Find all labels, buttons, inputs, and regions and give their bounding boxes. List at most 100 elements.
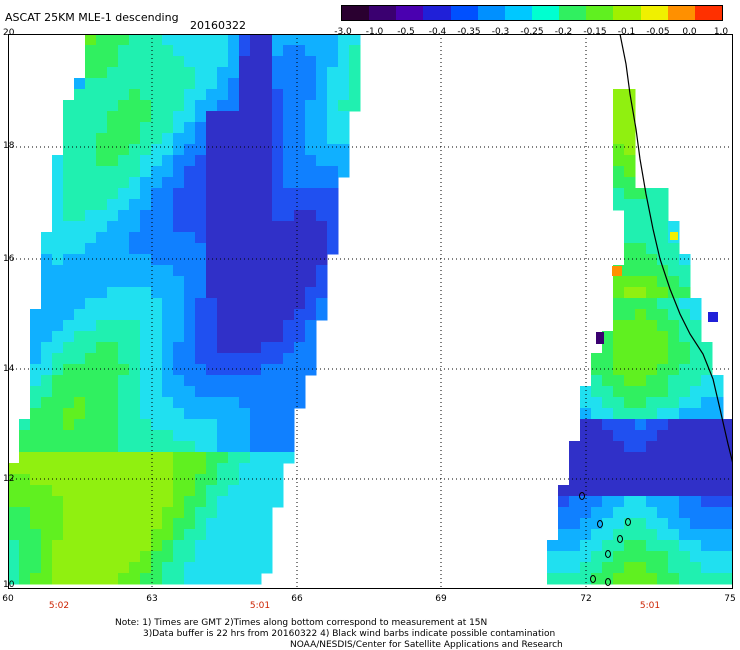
wind-cell <box>30 430 42 442</box>
wind-cell <box>173 474 185 486</box>
wind-cell <box>261 342 273 354</box>
wind-cell <box>162 276 174 288</box>
wind-cell <box>85 573 97 585</box>
wind-cell <box>272 56 284 68</box>
wind-cell <box>74 232 86 244</box>
wind-cell <box>162 463 174 475</box>
wind-cell <box>228 34 240 46</box>
wind-cell <box>613 89 625 101</box>
wind-cell <box>173 518 185 530</box>
wind-cell <box>151 507 163 519</box>
wind-cell <box>63 122 75 134</box>
wind-cell <box>118 276 130 288</box>
wind-cell <box>569 562 581 574</box>
wind-cell <box>283 287 295 299</box>
wind-cell <box>184 287 196 299</box>
wind-cell <box>602 562 614 574</box>
wind-cell <box>107 298 119 310</box>
wind-cell <box>635 441 647 453</box>
wind-cell <box>162 540 174 552</box>
wind-cell <box>294 331 306 343</box>
wind-cell <box>613 386 625 398</box>
wind-cell <box>327 67 339 79</box>
wind-cell <box>151 56 163 68</box>
wind-cell <box>250 507 262 519</box>
wind-cell <box>52 320 64 332</box>
wind-cell <box>96 188 108 200</box>
wind-cell <box>613 199 625 211</box>
wind-cell <box>294 133 306 145</box>
wind-cell <box>173 430 185 442</box>
wind-cell <box>723 507 733 519</box>
wind-cell <box>195 166 207 178</box>
wind-cell <box>206 540 218 552</box>
wind-cell <box>338 122 350 134</box>
wind-cell <box>569 518 581 530</box>
wind-cell <box>217 474 229 486</box>
wind-cell <box>712 386 724 398</box>
wind-cell <box>173 133 185 145</box>
wind-cell <box>195 188 207 200</box>
wind-cell <box>668 353 680 365</box>
wind-cell <box>96 78 108 90</box>
wind-cell <box>283 188 295 200</box>
wind-cell <box>316 243 328 255</box>
wind-cell <box>107 540 119 552</box>
wind-cell <box>228 221 240 233</box>
wind-cell <box>151 518 163 530</box>
wind-cell <box>613 540 625 552</box>
wind-cell <box>162 441 174 453</box>
wind-cell <box>635 562 647 574</box>
wind-cell <box>239 452 251 464</box>
wind-cell <box>657 309 669 321</box>
wind-cell <box>63 166 75 178</box>
wind-cell <box>261 298 273 310</box>
wind-cell <box>250 397 262 409</box>
wind-cell <box>239 342 251 354</box>
wind-cell <box>96 56 108 68</box>
wind-cell <box>129 452 141 464</box>
wind-cell <box>272 67 284 79</box>
wind-cell <box>624 573 636 585</box>
wind-cell <box>668 529 680 541</box>
wind-cell <box>294 287 306 299</box>
wind-cell <box>624 210 636 222</box>
wind-cell <box>52 507 64 519</box>
wind-cell <box>613 408 625 420</box>
wind-cell <box>19 430 31 442</box>
wind-cell <box>602 529 614 541</box>
wind-cell <box>635 386 647 398</box>
wind-cell <box>646 309 658 321</box>
wind-cell <box>184 342 196 354</box>
wind-cell <box>30 562 42 574</box>
wind-cell <box>217 45 229 57</box>
wind-cell <box>162 177 174 189</box>
wind-cell <box>613 100 625 112</box>
wind-cell <box>151 540 163 552</box>
wind-cell <box>723 485 733 497</box>
wind-cell <box>712 441 724 453</box>
wind-cell <box>250 364 262 376</box>
wind-cell <box>107 397 119 409</box>
wind-cell <box>195 78 207 90</box>
wind-cell <box>668 364 680 376</box>
wind-cell <box>206 298 218 310</box>
wind-cell <box>613 309 625 321</box>
wind-cell <box>349 45 361 57</box>
wind-cell <box>173 496 185 508</box>
wind-cell <box>85 518 97 530</box>
wind-cell <box>217 551 229 563</box>
wind-cell <box>173 397 185 409</box>
wind-cell <box>118 232 130 244</box>
wind-cell <box>217 375 229 387</box>
wind-cell <box>305 122 317 134</box>
wind-cell <box>712 397 724 409</box>
wind-cell <box>239 463 251 475</box>
wind-cell <box>173 276 185 288</box>
wind-cell <box>206 89 218 101</box>
wind-cell <box>305 265 317 277</box>
wind-cell <box>217 353 229 365</box>
wind-cell <box>162 56 174 68</box>
wind-cell <box>624 221 636 233</box>
wind-cell <box>140 188 152 200</box>
